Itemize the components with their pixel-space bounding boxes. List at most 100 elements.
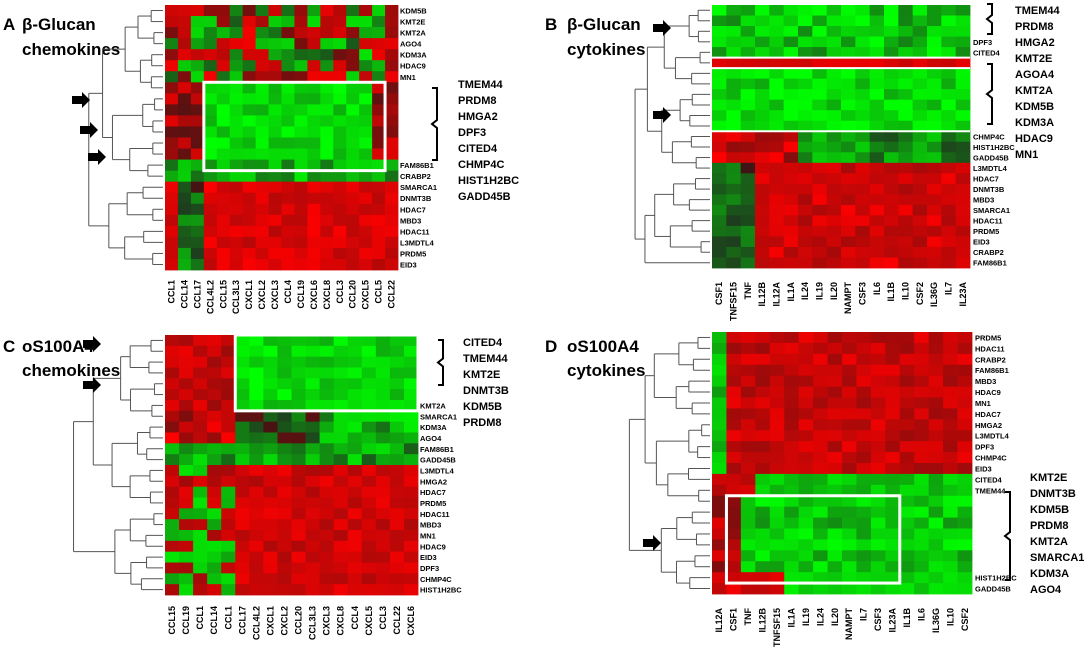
- heat-cell: [783, 183, 799, 195]
- heat-cell: [813, 419, 828, 431]
- heat-cell: [207, 345, 222, 358]
- heat-cell: [242, 214, 257, 227]
- heat-cell: [179, 551, 194, 563]
- heat-cell: [740, 162, 756, 174]
- heat-cell: [885, 473, 901, 486]
- column-label: IL7: [944, 282, 954, 295]
- heat-cell: [190, 170, 205, 183]
- row-label: FAM86B1: [975, 366, 1009, 375]
- heat-cell: [229, 38, 244, 50]
- heat-cell: [899, 484, 915, 497]
- row-label: CHMP4C: [975, 454, 1007, 463]
- heat-cell: [255, 137, 269, 149]
- heat-cell: [346, 71, 360, 83]
- heat-cell: [294, 236, 308, 249]
- heat-cell: [943, 452, 958, 464]
- heat-cell: [740, 528, 756, 540]
- heat-cell: [347, 335, 363, 347]
- heat-cell: [899, 463, 915, 475]
- heat-cell: [346, 82, 360, 94]
- heat-cell: [372, 104, 386, 116]
- heat-cell: [319, 530, 335, 542]
- heat-cell: [957, 506, 973, 518]
- row-label: HDAC9: [975, 388, 1001, 397]
- cluster-arrow-icon: [80, 122, 98, 138]
- heat-cell: [813, 397, 828, 409]
- heat-cell: [914, 561, 930, 573]
- heat-cell: [294, 38, 308, 50]
- heat-cell: [179, 454, 194, 466]
- heat-cell: [798, 397, 814, 409]
- column-label: CCL19: [181, 606, 191, 635]
- heat-cell: [898, 204, 914, 216]
- heat-cell: [783, 215, 799, 227]
- heat-cell: [179, 345, 194, 358]
- heat-cell: [914, 484, 930, 497]
- heat-cell: [193, 573, 208, 585]
- heat-cell: [712, 561, 727, 573]
- heat-cell: [899, 332, 915, 344]
- column-label: IL20: [829, 282, 839, 300]
- heat-cell: [229, 49, 244, 61]
- heat-cell: [255, 192, 269, 205]
- heat-cell: [347, 345, 363, 358]
- row-label: MBD3: [420, 521, 441, 530]
- heat-cell: [307, 192, 321, 205]
- heat-cell: [207, 519, 222, 531]
- heat-cell: [372, 192, 386, 205]
- heat-cell: [165, 508, 180, 520]
- heat-cell: [726, 408, 742, 420]
- heat-cell: [216, 225, 231, 238]
- heat-cell: [740, 561, 756, 573]
- heat-cell: [281, 192, 295, 205]
- heat-cell: [165, 192, 179, 205]
- heat-cell: [927, 26, 942, 37]
- heat-cell: [207, 432, 222, 444]
- heat-cell: [249, 367, 264, 379]
- heat-cell: [928, 375, 944, 387]
- heat-cell: [912, 236, 928, 248]
- heat-cell: [193, 519, 208, 531]
- heat-cell: [914, 419, 930, 431]
- heat-cell: [784, 452, 800, 464]
- heat-cell: [928, 572, 944, 584]
- heat-cell: [827, 452, 843, 464]
- heat-cell: [912, 89, 928, 101]
- heat-cell: [783, 246, 799, 258]
- heat-cell: [783, 78, 799, 90]
- heat-cell: [319, 475, 335, 488]
- heat-cell: [726, 539, 742, 551]
- heat-cell: [268, 203, 282, 216]
- heat-cell: [928, 332, 944, 344]
- heat-cell: [372, 5, 386, 17]
- heat-cell: [813, 495, 828, 508]
- heat-cell: [769, 99, 785, 111]
- row-label: MN1: [420, 531, 436, 540]
- heat-cell: [740, 225, 756, 237]
- heat-cell: [941, 194, 957, 206]
- heat-cell: [277, 465, 292, 477]
- heat-cell: [856, 484, 872, 497]
- heat-cell: [333, 247, 347, 260]
- heat-cell: [347, 432, 363, 444]
- heat-cell: [375, 530, 391, 542]
- heat-cell: [305, 389, 321, 401]
- heat-cell: [235, 475, 250, 488]
- heat-cell: [955, 15, 971, 27]
- heat-cell: [361, 345, 377, 358]
- heat-cell: [869, 99, 885, 111]
- heat-cell: [798, 550, 814, 562]
- heat-cell: [943, 561, 958, 573]
- heat-cell: [333, 225, 347, 238]
- heat-cell: [955, 57, 971, 69]
- heat-cell: [193, 540, 208, 553]
- heat-cell: [941, 162, 957, 174]
- heat-cell: [712, 332, 727, 344]
- heat-cell: [869, 5, 885, 16]
- heat-cell: [957, 473, 973, 486]
- heat-cell: [898, 173, 914, 185]
- heat-cell: [812, 78, 828, 90]
- heat-cell: [957, 572, 973, 584]
- heat-cell: [827, 561, 843, 573]
- heat-cell: [375, 443, 391, 455]
